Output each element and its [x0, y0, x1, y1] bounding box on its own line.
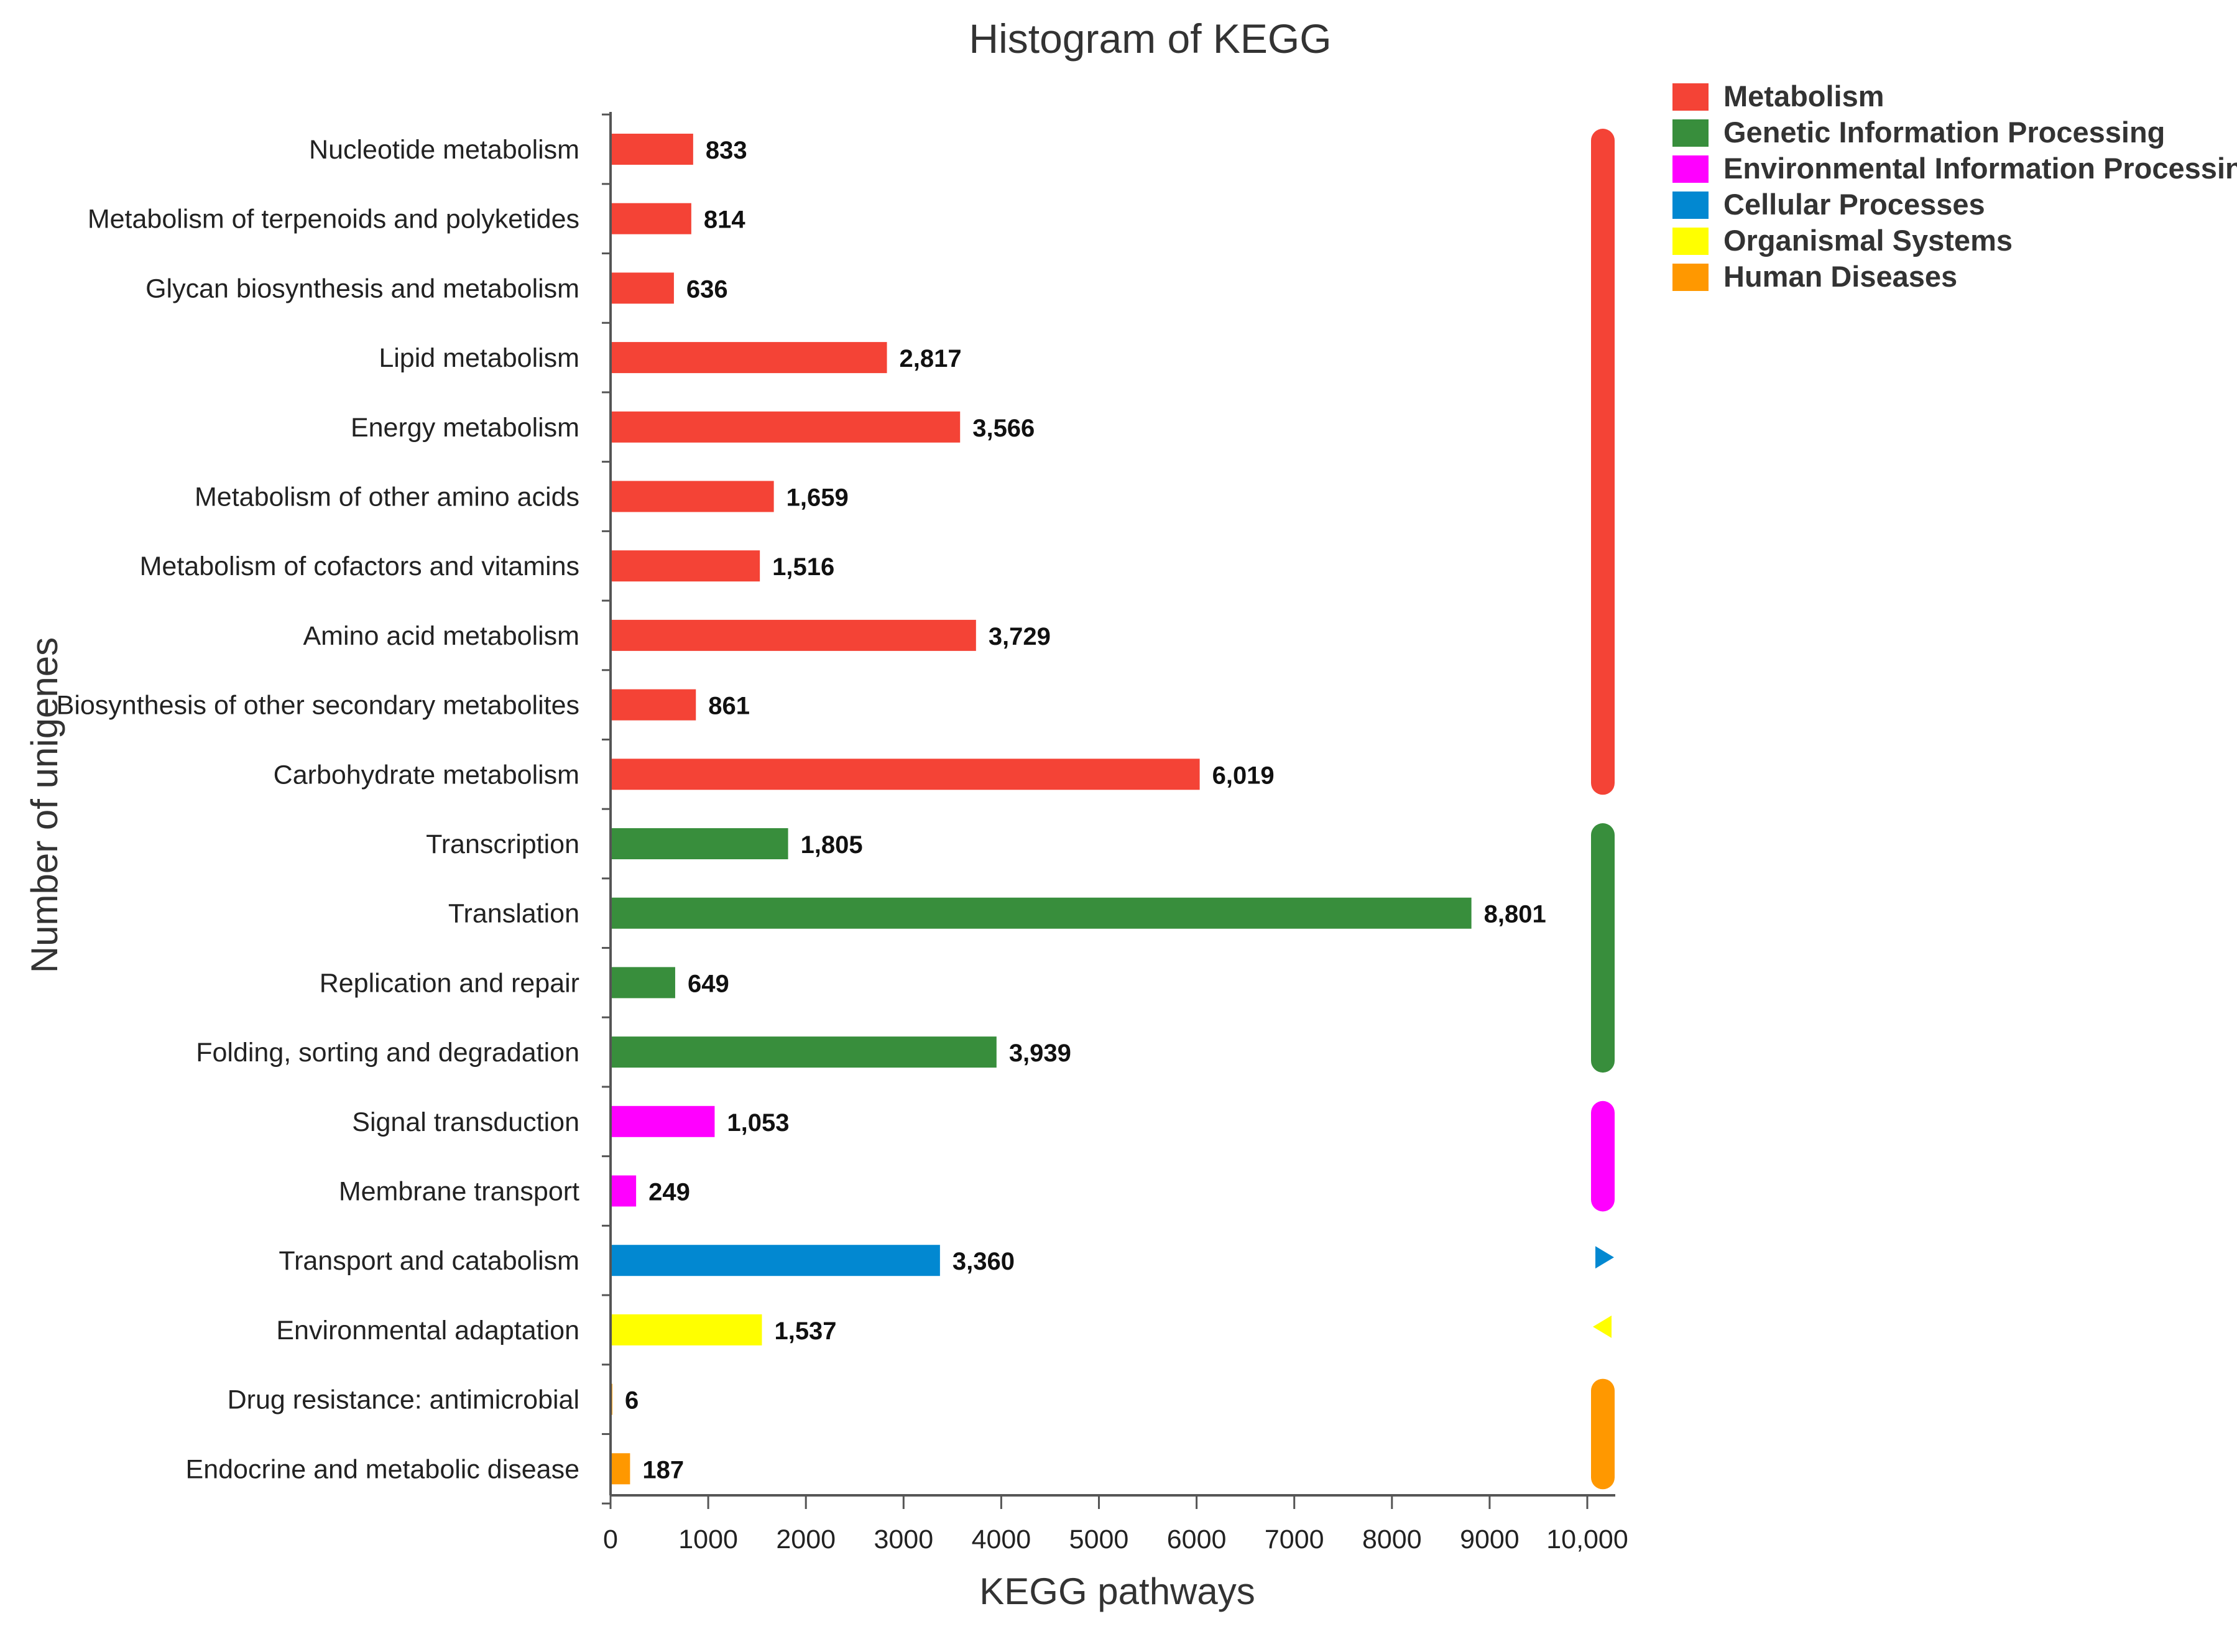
- chart-title: Histogram of KEGG: [969, 16, 1331, 62]
- legend-swatch: [1672, 83, 1709, 111]
- x-tick-label: 6000: [1167, 1525, 1227, 1554]
- bar: [612, 1314, 762, 1345]
- value-label: 2,817: [900, 345, 962, 372]
- x-tick-label: 7000: [1265, 1525, 1324, 1554]
- category-label: Signal transduction: [352, 1107, 579, 1137]
- value-label: 636: [686, 275, 728, 303]
- legend-label: Genetic Information Processing: [1723, 116, 2165, 149]
- value-label: 3,566: [972, 415, 1035, 442]
- bar: [612, 897, 1472, 929]
- y-axis-title: Number of unigenes: [24, 637, 65, 973]
- category-label: Folding, sorting and degradation: [196, 1038, 579, 1068]
- bar: [612, 481, 774, 512]
- x-tick-label: 2000: [776, 1525, 836, 1554]
- category-label: Biosynthesis of other secondary metaboli…: [57, 691, 579, 721]
- bar: [612, 689, 696, 721]
- group-indicator: [1595, 1246, 1614, 1269]
- x-tick-label: 4000: [972, 1525, 1031, 1554]
- legend-swatch: [1672, 264, 1709, 291]
- value-label: 3,360: [952, 1248, 1015, 1275]
- x-tick-label: 3000: [874, 1525, 933, 1554]
- value-label: 814: [704, 206, 745, 234]
- bar: [612, 411, 961, 443]
- category-label: Metabolism of cofactors and vitamins: [140, 551, 579, 581]
- category-label: Environmental adaptation: [276, 1316, 579, 1345]
- category-label: Glycan biosynthesis and metabolism: [145, 274, 579, 303]
- x-tick-label: 0: [603, 1525, 618, 1554]
- legend-label: Cellular Processes: [1723, 188, 1985, 221]
- legend-label: Metabolism: [1723, 80, 1884, 113]
- bar: [612, 1036, 997, 1068]
- category-label: Transport and catabolism: [279, 1246, 579, 1276]
- value-label: 3,939: [1009, 1040, 1071, 1067]
- group-indicator: [1591, 1378, 1615, 1490]
- category-label: Endocrine and metabolic disease: [186, 1454, 579, 1484]
- value-label: 3,729: [989, 623, 1051, 650]
- category-label: Replication and repair: [320, 968, 579, 998]
- bar: [612, 342, 887, 374]
- bar: [612, 759, 1200, 790]
- group-indicator: [1591, 823, 1615, 1073]
- value-label: 833: [706, 137, 747, 164]
- legend-label: Organismal Systems: [1723, 224, 2013, 257]
- category-label: Nucleotide metabolism: [309, 135, 579, 165]
- value-label: 861: [708, 693, 750, 720]
- value-label: 1,659: [786, 484, 849, 512]
- value-label: 249: [648, 1179, 690, 1206]
- bar: [612, 134, 693, 165]
- value-label: 1,805: [801, 831, 863, 859]
- plot-area: Nucleotide metabolism 833 Metabolism of te…: [57, 112, 1628, 1554]
- bar: [612, 967, 675, 999]
- category-label: Membrane transport: [339, 1177, 579, 1207]
- x-tick-label: 5000: [1069, 1525, 1129, 1554]
- value-label: 6: [625, 1387, 639, 1414]
- value-label: 1,516: [772, 553, 834, 581]
- category-label: Translation: [448, 899, 579, 929]
- legend-label: Human Diseases: [1723, 260, 1957, 293]
- legend-swatch: [1672, 119, 1709, 147]
- group-indicator: [1593, 1315, 1612, 1338]
- value-label: 6,019: [1212, 762, 1275, 789]
- value-label: 649: [688, 970, 729, 997]
- x-tick-label: 1000: [678, 1525, 738, 1554]
- bar: [612, 1453, 630, 1485]
- bar: [612, 550, 760, 582]
- value-label: 1,053: [727, 1109, 789, 1137]
- category-label: Drug resistance: antimicrobial: [228, 1385, 579, 1415]
- value-label: 8,801: [1484, 901, 1546, 928]
- category-label: Lipid metabolism: [379, 343, 579, 373]
- bar: [612, 619, 976, 651]
- legend-label: Environmental Information Processing: [1723, 152, 2237, 185]
- category-label: Metabolism of other amino acids: [195, 482, 579, 512]
- value-label: 1,537: [774, 1317, 836, 1345]
- category-label: Amino acid metabolism: [303, 621, 579, 651]
- x-tick-label: 8000: [1362, 1525, 1422, 1554]
- group-indicator: [1591, 1101, 1615, 1212]
- bar: [612, 203, 691, 234]
- category-label: Energy metabolism: [351, 413, 579, 443]
- category-label: Carbohydrate metabolism: [274, 760, 579, 790]
- bar: [612, 828, 788, 859]
- value-label: 187: [642, 1456, 684, 1484]
- bar: [612, 272, 674, 304]
- x-tick-label: 9000: [1460, 1525, 1520, 1554]
- category-label: Transcription: [426, 829, 579, 859]
- bar: [612, 1175, 637, 1207]
- x-axis-title: KEGG pathways: [979, 1571, 1255, 1612]
- legend-swatch: [1672, 192, 1709, 219]
- legend-swatch: [1672, 228, 1709, 255]
- bar: [612, 1245, 940, 1276]
- bar: [612, 1105, 715, 1137]
- legend-swatch: [1672, 155, 1709, 183]
- group-indicator: [1591, 129, 1615, 795]
- category-label: Metabolism of terpenoids and polyketides: [88, 205, 579, 234]
- x-tick-label: 10,000: [1546, 1525, 1628, 1554]
